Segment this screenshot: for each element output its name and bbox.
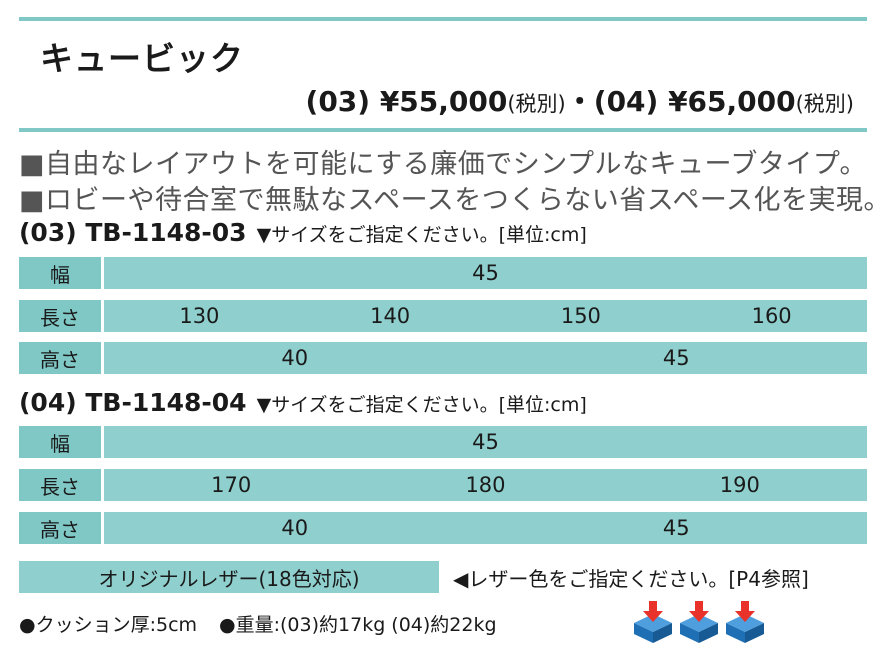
spec-line: ●クッション厚:5cm ●重量:(03)約17kg (04)約22kg — [19, 610, 497, 637]
price-04-tax: (税別) — [795, 92, 854, 116]
height-value: 40 — [281, 346, 309, 370]
model-03-size-note: ▼サイズをご指定ください。[単位:cm] — [256, 224, 587, 246]
model-04-height-row: 高さ 40 45 — [19, 512, 867, 544]
model-03-width-row: 幅 45 — [19, 257, 867, 289]
length-value: 190 — [719, 473, 760, 497]
price-03-code: (03) — [305, 85, 371, 118]
cube-down-arrow-icon — [680, 601, 718, 643]
top-rule — [19, 17, 867, 21]
row-label: 長さ — [19, 300, 101, 332]
leather-label: オリジナルレザー(18色対応) — [19, 561, 439, 593]
width-value: 45 — [472, 261, 499, 285]
model-04-width-row: 幅 45 — [19, 426, 867, 458]
cube-down-arrow-icon — [634, 601, 672, 643]
height-value: 45 — [662, 516, 690, 540]
description-2: ■ロビーや待合室で無駄なスペースをつくらない省スペース化を実現。 — [19, 185, 887, 216]
price-line: (03) ¥55,000(税別)・(04) ¥65,000(税別) — [306, 80, 854, 120]
cube-down-arrow-icon — [726, 601, 764, 643]
length-value: 160 — [751, 304, 792, 328]
model-04-code: (04) TB-1148-04 — [19, 388, 247, 417]
model-03-height-row: 高さ 40 45 — [19, 342, 867, 374]
price-03-tax: (税別) — [507, 92, 566, 116]
length-value: 180 — [465, 473, 506, 497]
row-label: 高さ — [19, 512, 101, 544]
length-value: 170 — [211, 473, 252, 497]
model-03-code: (03) TB-1148-03 — [19, 218, 247, 247]
height-value: 45 — [662, 346, 690, 370]
length-value: 140 — [370, 304, 411, 328]
middle-rule — [19, 128, 867, 132]
price-03-amount: ¥55,000 — [379, 85, 508, 118]
cushion-spec: ●クッション厚:5cm — [19, 614, 198, 636]
model-04-heading: (04) TB-1148-04 ▼サイズをご指定ください。[単位:cm] — [19, 388, 587, 417]
model-03-heading: (03) TB-1148-03 ▼サイズをご指定ください。[単位:cm] — [19, 218, 587, 247]
width-value: 45 — [472, 430, 499, 454]
price-04-code: (04) — [593, 85, 659, 118]
model-03-length-row: 長さ 130 140 150 160 — [19, 300, 867, 332]
model-04-length-row: 長さ 170 180 190 — [19, 469, 867, 501]
length-value: 130 — [179, 304, 220, 328]
row-label: 幅 — [19, 426, 101, 458]
cube-icons — [632, 600, 766, 644]
description-1: ■自由なレイアウトを可能にする廉価でシンプルなキューブタイプ。 — [19, 149, 868, 180]
length-value: 150 — [560, 304, 601, 328]
price-04-amount: ¥65,000 — [668, 85, 796, 118]
model-04-size-note: ▼サイズをご指定ください。[単位:cm] — [256, 394, 587, 416]
leather-note: ◀レザー色をご指定ください。[P4参照] — [453, 567, 809, 591]
row-label: 幅 — [19, 257, 101, 289]
product-title: キュービック — [40, 39, 244, 78]
row-label: 長さ — [19, 469, 101, 501]
price-separator: ・ — [565, 85, 594, 118]
row-label: 高さ — [19, 342, 101, 374]
height-value: 40 — [281, 516, 309, 540]
weight-spec: ●重量:(03)約17kg (04)約22kg — [219, 614, 497, 636]
